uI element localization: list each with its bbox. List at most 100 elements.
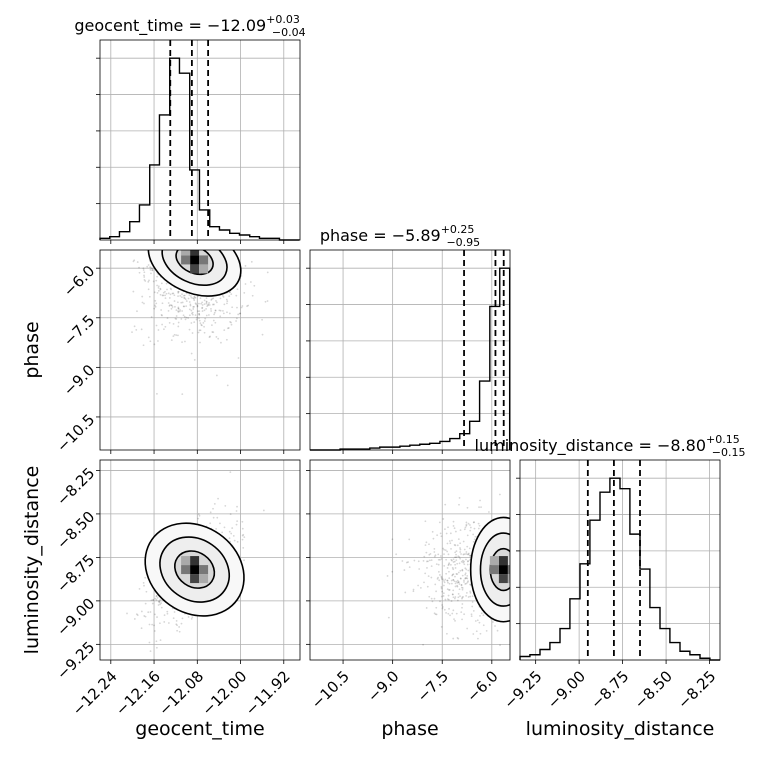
sample-point <box>203 303 206 306</box>
sample-point <box>237 357 240 359</box>
sample-point <box>124 663 126 665</box>
sample-point <box>215 300 217 302</box>
sample-point <box>193 295 196 298</box>
sample-point <box>177 321 180 324</box>
sample-point <box>266 271 269 274</box>
hist-panel-geocent_time <box>96 39 301 244</box>
sample-point <box>228 537 231 540</box>
sample-point <box>223 526 226 529</box>
sample-point <box>434 613 437 616</box>
sample-point <box>182 314 185 317</box>
sample-point <box>199 297 202 300</box>
sample-point <box>154 305 157 308</box>
sample-point <box>187 317 190 319</box>
sample-point <box>447 612 450 615</box>
sample-point <box>237 313 240 316</box>
sample-point <box>445 532 448 535</box>
sample-point <box>408 538 411 541</box>
sample-point <box>195 318 198 321</box>
sample-point <box>223 303 226 306</box>
sample-point <box>148 279 150 282</box>
sample-point <box>175 620 178 622</box>
sample-point <box>404 591 407 594</box>
sample-point <box>170 307 173 310</box>
sample-point <box>430 597 433 600</box>
sample-point <box>472 521 475 524</box>
sample-point <box>183 294 186 297</box>
sample-point <box>391 538 394 541</box>
hist-panel-phase <box>306 249 511 454</box>
sample-point <box>452 520 455 523</box>
sample-point <box>452 525 455 527</box>
sample-point <box>156 284 159 287</box>
sample-point <box>156 597 159 599</box>
sample-point <box>148 295 151 298</box>
density-peak-cell <box>498 574 508 584</box>
sample-point <box>461 588 464 591</box>
sample-point <box>143 276 146 278</box>
sample-point <box>422 643 424 646</box>
sample-point <box>476 619 479 622</box>
sample-point <box>205 314 208 317</box>
sample-point <box>198 514 201 517</box>
sample-point <box>176 301 179 304</box>
sample-point <box>432 537 435 540</box>
y-tick-label: −9.0 <box>60 361 98 399</box>
sample-point <box>158 601 161 604</box>
sample-point <box>189 303 192 306</box>
sample-point <box>153 291 156 294</box>
sample-point <box>251 294 254 297</box>
sample-point <box>177 307 180 310</box>
sample-point <box>236 505 238 508</box>
sample-point <box>152 280 155 283</box>
sample-point <box>156 275 159 278</box>
density-peak-cell <box>489 556 499 566</box>
sample-point <box>465 558 467 561</box>
sample-point <box>160 282 163 285</box>
density-peak-cell <box>498 556 508 566</box>
sample-point <box>461 569 464 572</box>
sample-point <box>433 551 436 553</box>
sample-point <box>471 595 474 598</box>
panel-layer <box>96 39 721 665</box>
sample-point <box>180 622 183 625</box>
sample-point <box>235 510 238 512</box>
sample-point <box>142 269 145 271</box>
sample-point <box>229 320 231 323</box>
density-peak-cell <box>181 250 191 256</box>
title-geocent_time: geocent_time = −12.09+0.03 −0.04 <box>74 13 305 39</box>
sample-point <box>454 544 457 547</box>
sample-point <box>211 331 214 333</box>
sample-point <box>154 304 156 307</box>
sample-point <box>467 553 470 556</box>
sample-point <box>188 314 191 317</box>
sample-point <box>133 325 136 328</box>
sample-point <box>466 553 469 556</box>
sample-point <box>466 560 469 563</box>
sample-point <box>235 320 237 322</box>
sample-point <box>472 540 475 543</box>
sample-point <box>159 287 162 290</box>
sample-point <box>460 583 463 586</box>
sample-point <box>455 572 458 575</box>
sample-point <box>135 328 138 331</box>
sample-point <box>455 553 457 556</box>
sample-point <box>180 296 183 299</box>
x-tick-label: −7.5 <box>414 667 452 705</box>
sample-point <box>193 299 196 302</box>
sample-point <box>162 291 165 294</box>
y-tick-label: −9.25 <box>53 638 98 683</box>
sample-point <box>436 577 439 580</box>
sample-point <box>472 533 475 536</box>
sample-point <box>472 609 475 612</box>
sample-point <box>262 509 265 512</box>
sample-point <box>477 637 479 640</box>
sample-point <box>213 502 216 505</box>
sample-point <box>153 624 155 627</box>
sample-point <box>208 304 211 306</box>
sample-point <box>191 616 194 619</box>
sample-point <box>465 524 468 527</box>
sample-point <box>210 299 213 301</box>
sample-point <box>181 617 184 620</box>
sample-point <box>462 553 465 556</box>
